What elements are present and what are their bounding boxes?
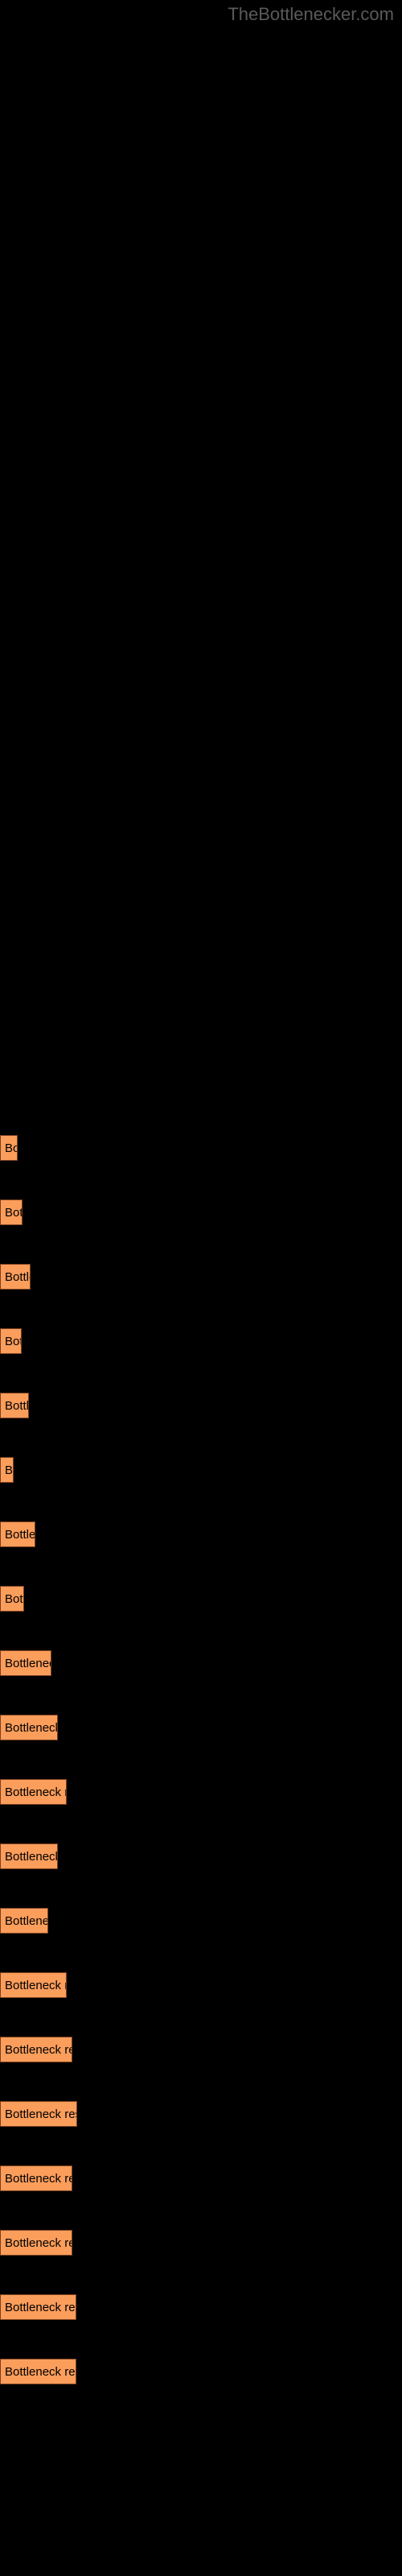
bar-row: Bottleneck result — [0, 1690, 402, 1755]
bar-row: Bottleneck result — [0, 1304, 402, 1368]
bar: Bottleneck result — [0, 2230, 72, 2256]
bar-row: Bottleneck result — [0, 1755, 402, 1819]
bar: Bottleneck result — [0, 1393, 29, 1418]
bar-row: Bottleneck result — [0, 1497, 402, 1562]
bar-row: Bottleneck result — [0, 1884, 402, 1948]
bar-label: Bottleneck result — [5, 1657, 51, 1670]
bar: Bottleneck result — [0, 1199, 23, 1225]
bar-label: Bottleneck result — [5, 1850, 58, 1864]
bar-label: Bottleneck result — [5, 1721, 58, 1735]
bar-label: Bottleneck result — [5, 1141, 18, 1155]
bar-label: Bottleneck result — [5, 2301, 76, 2314]
bar: Bottleneck result — [0, 2294, 76, 2320]
bar-chart: Bottleneck result Bottleneck result Bottle… — [0, 1111, 402, 2399]
bar-label: Bottleneck result — [5, 1463, 14, 1477]
bar-row: Bottleneck result — [0, 2077, 402, 2141]
bar-label: Bottleneck result — [5, 2043, 72, 2057]
bar-label: Bottleneck result — [5, 2107, 77, 2121]
bar-label: Bottleneck result — [5, 1335, 22, 1348]
bar-label: Bottleneck result — [5, 1592, 24, 1606]
bar: Bottleneck result — [0, 1328, 22, 1354]
bar-row: Bottleneck result — [0, 1819, 402, 1884]
bar-row: Bottleneck result — [0, 2013, 402, 2077]
bar-row: Bottleneck result — [0, 2206, 402, 2270]
watermark-text: TheBottlenecker.com — [228, 4, 394, 25]
bar: Bottleneck result — [0, 2101, 77, 2127]
bar: Bottleneck result — [0, 1779, 67, 1805]
bar-row: Bottleneck result — [0, 1368, 402, 1433]
bar: Bottleneck result — [0, 1521, 35, 1547]
bar-label: Bottleneck result — [5, 1206, 23, 1220]
bar-label: Bottleneck result — [5, 1979, 67, 1992]
bar: Bottleneck result — [0, 1264, 31, 1290]
bar-label: Bottleneck result — [5, 1914, 48, 1928]
bar-label: Bottleneck result — [5, 2236, 72, 2250]
bar-label: Bottleneck result — [5, 2172, 72, 2186]
bar: Bottleneck result — [0, 2359, 76, 2384]
bar: Bottleneck result — [0, 1650, 51, 1676]
bar: Bottleneck result — [0, 2037, 72, 2062]
bar-row: Bottleneck result — [0, 1626, 402, 1690]
bar-row: Bottleneck result — [0, 1948, 402, 2013]
bar-row: Bottleneck result — [0, 2334, 402, 2399]
bar: Bottleneck result — [0, 1972, 67, 1998]
bar: Bottleneck result — [0, 1457, 14, 1483]
bar: Bottleneck result — [0, 1715, 58, 1740]
bar-row: Bottleneck result — [0, 1175, 402, 1240]
bar: Bottleneck result — [0, 1908, 48, 1934]
bar-row: Bottleneck result — [0, 2270, 402, 2334]
bar: Bottleneck result — [0, 1135, 18, 1161]
bar-row: Bottleneck result — [0, 1433, 402, 1497]
bar-row: Bottleneck result — [0, 1240, 402, 1304]
bar-row: Bottleneck result — [0, 1111, 402, 1175]
bar-label: Bottleneck result — [5, 1399, 29, 1413]
bar-label: Bottleneck result — [5, 2365, 76, 2379]
bar: Bottleneck result — [0, 1586, 24, 1612]
bar-label: Bottleneck result — [5, 1270, 31, 1284]
bar: Bottleneck result — [0, 1843, 58, 1869]
bar-label: Bottleneck result — [5, 1785, 67, 1799]
bar-row: Bottleneck result — [0, 2141, 402, 2206]
bar-row: Bottleneck result — [0, 1562, 402, 1626]
bar-label: Bottleneck result — [5, 1528, 35, 1542]
bar: Bottleneck result — [0, 2165, 72, 2191]
